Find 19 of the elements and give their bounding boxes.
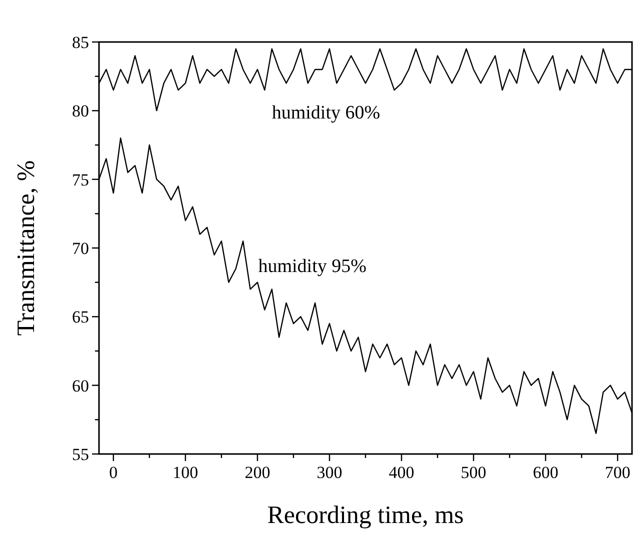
y-tick-label: 85	[72, 32, 89, 52]
x-tick-label: 100	[172, 463, 198, 482]
y-tick-label: 65	[72, 308, 89, 327]
x-axis-title: Recording time, ms	[267, 502, 464, 529]
x-tick-label: 300	[316, 463, 342, 482]
x-tick-label: 600	[532, 463, 558, 482]
x-tick-label: 400	[388, 463, 414, 482]
y-axis-title: Transmittance, %	[13, 160, 40, 336]
x-tick-label: 200	[244, 463, 270, 482]
y-tick-label: 70	[72, 238, 89, 258]
y-tick-label: 80	[72, 102, 89, 121]
y-tick-label: 55	[72, 444, 89, 464]
x-tick-label: 700	[604, 463, 630, 482]
y-tick-label: 75	[72, 170, 89, 190]
series-label: humidity 95%	[258, 256, 367, 277]
x-tick-label: 500	[460, 463, 486, 482]
y-tick-label: 60	[72, 376, 89, 396]
x-tick-label: 0	[109, 463, 118, 482]
series-label: humidity 60%	[272, 102, 380, 124]
